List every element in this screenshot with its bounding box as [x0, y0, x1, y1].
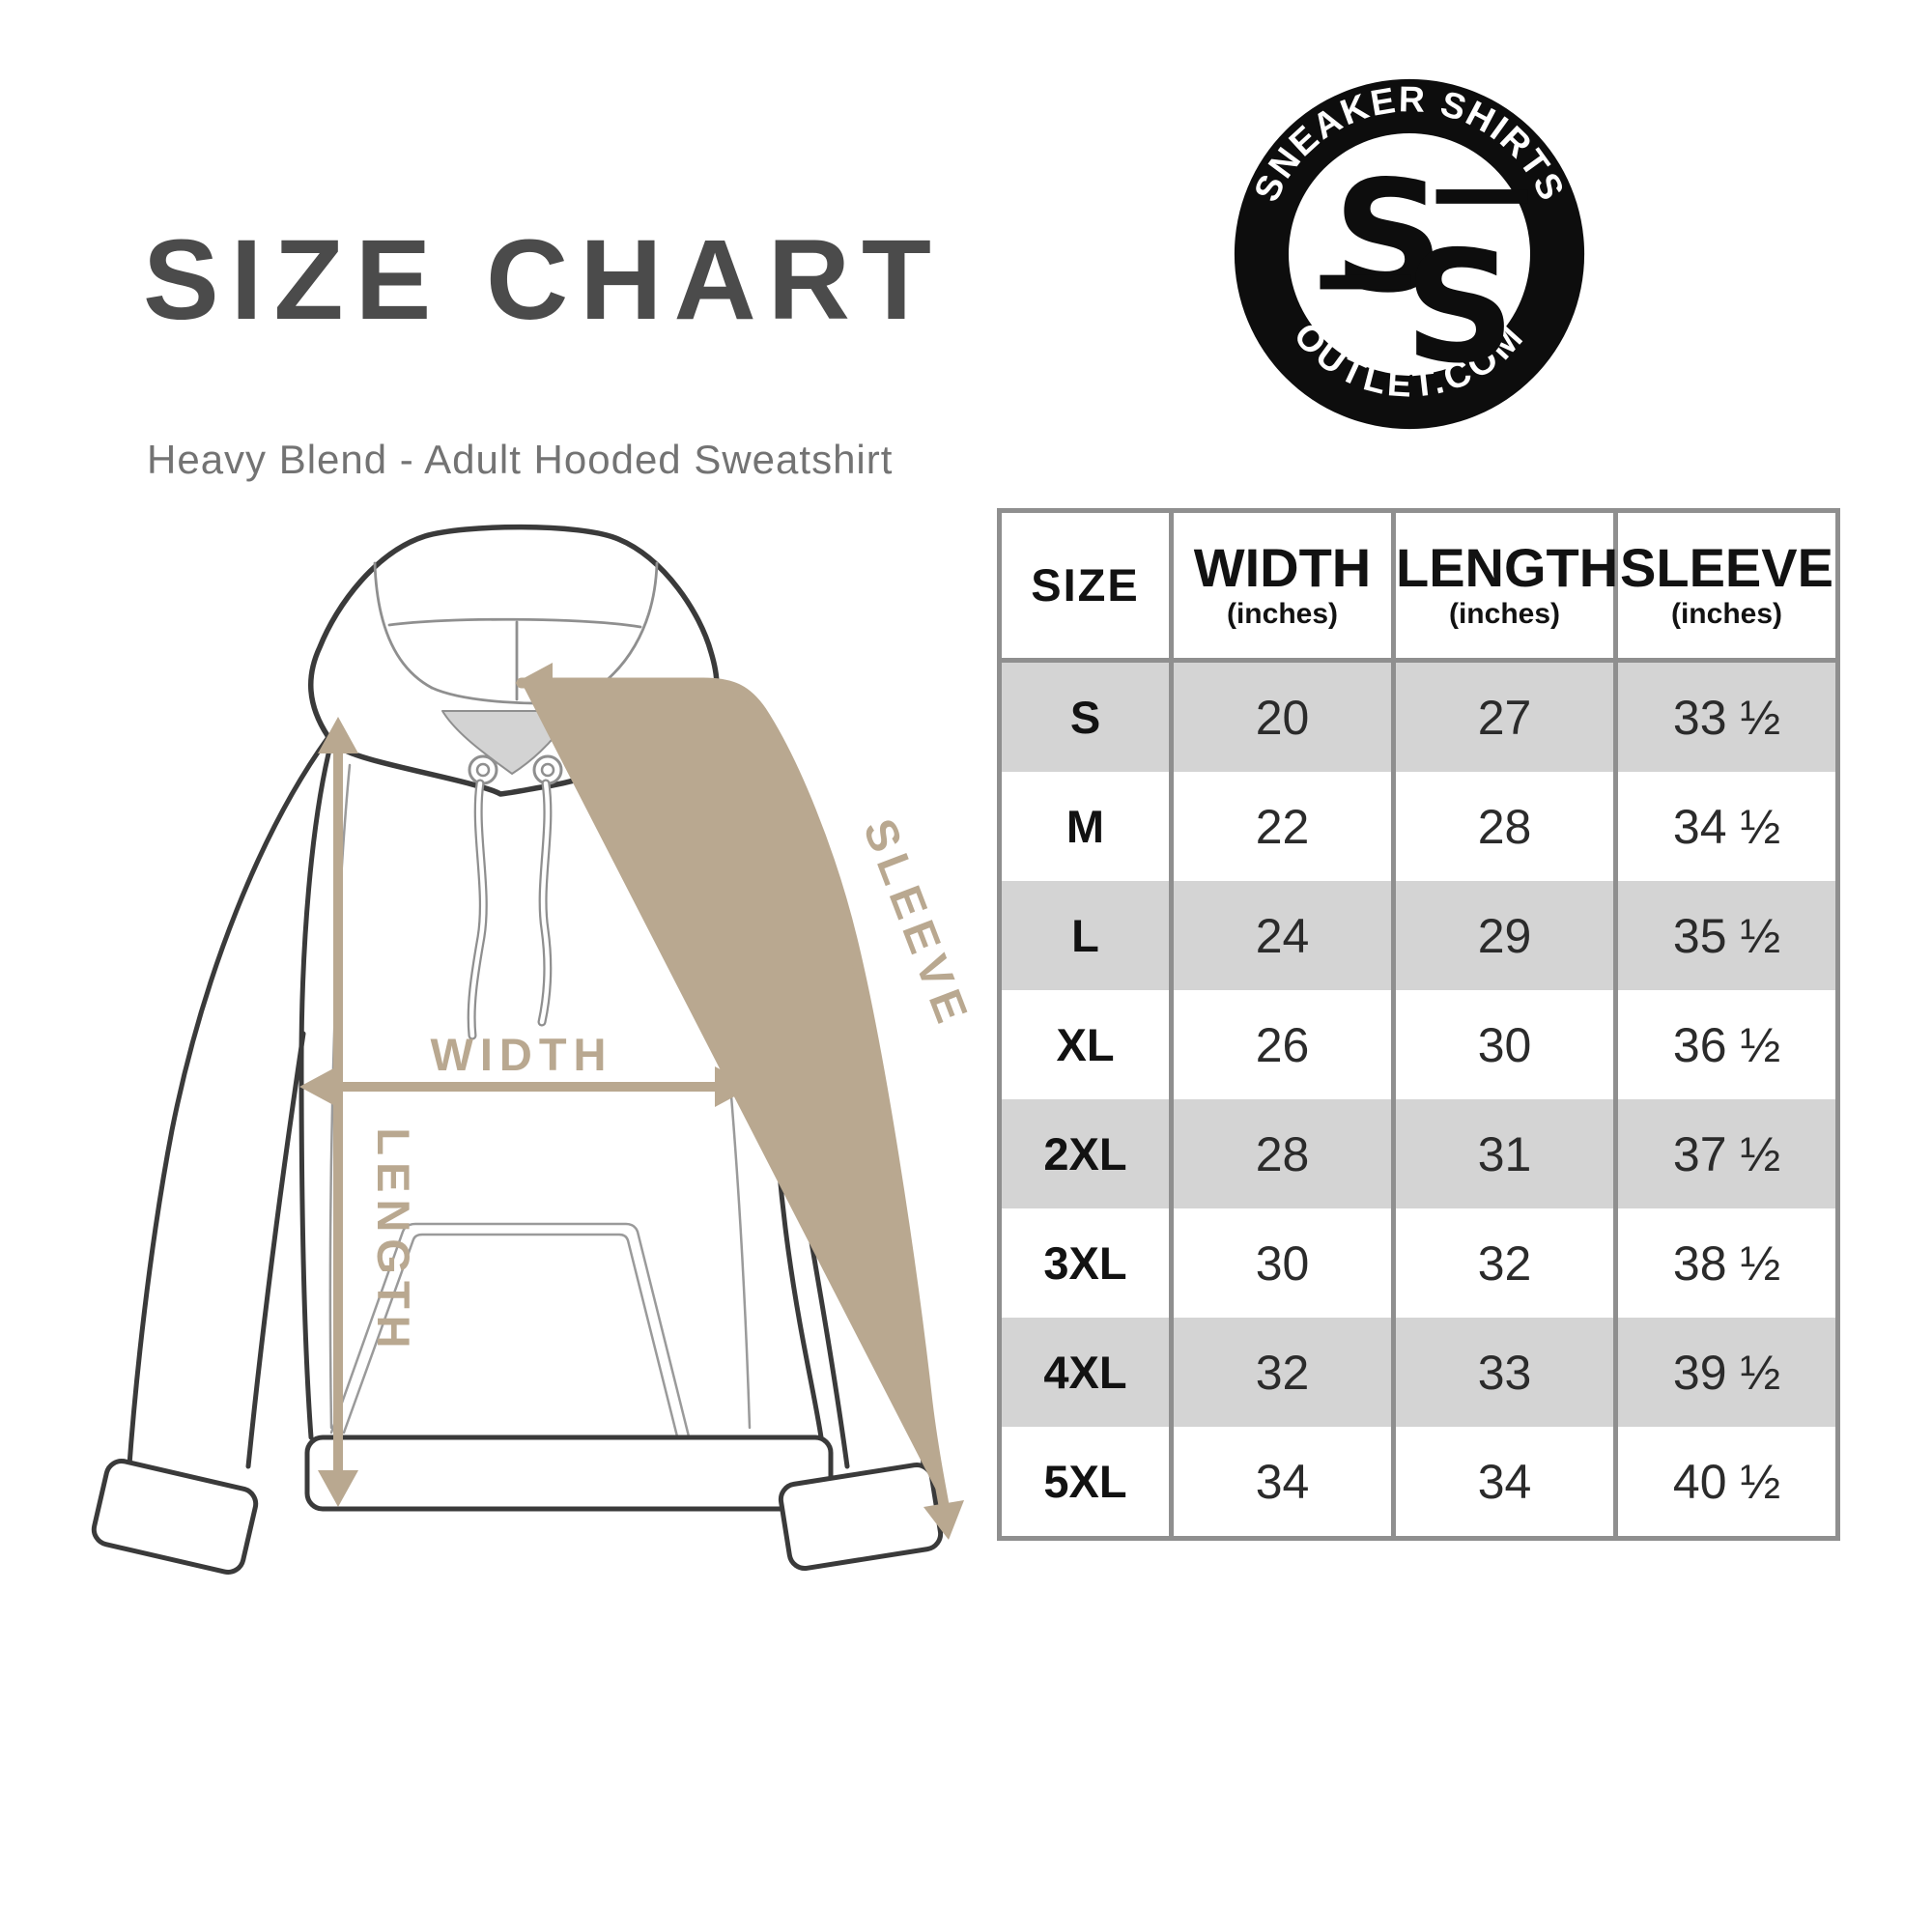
size-value: 3XL — [1043, 1237, 1127, 1289]
col-header-length: LENGTH (inches) — [1391, 510, 1618, 663]
sleeve-value: 39 ½ — [1613, 1318, 1838, 1427]
sleeve-value: 37 ½ — [1613, 1099, 1838, 1208]
size-value: S — [1069, 692, 1101, 743]
col-header-size: SIZE — [999, 510, 1172, 663]
length-value: 34 — [1391, 1427, 1616, 1539]
sleeve-value: 35 ½ — [1613, 881, 1838, 990]
sleeve-value: 33 ½ — [1613, 660, 1838, 772]
table-header-row: SIZE WIDTH (inches) LENGTH (inches) SLEE… — [999, 510, 1838, 663]
size-value: 4XL — [1043, 1347, 1127, 1398]
width-value: 34 — [1169, 1427, 1394, 1539]
logo-ss-monogram-icon: S S — [1320, 147, 1528, 397]
size-value: XL — [1056, 1019, 1115, 1070]
length-value: 29 — [1391, 881, 1616, 990]
size-value: 5XL — [1043, 1456, 1127, 1507]
length-value: 33 — [1391, 1318, 1616, 1427]
size-chart-table: SIZE WIDTH (inches) LENGTH (inches) SLEE… — [997, 508, 1840, 1541]
table-row: 3XL 30 32 38 ½ — [1000, 1208, 1838, 1318]
length-arrow — [318, 717, 358, 1507]
width-value: 22 — [1169, 772, 1394, 881]
drawstring-eyelets — [468, 754, 563, 785]
table-row: M 22 28 34 ½ — [1000, 772, 1838, 881]
kangaroo-pocket — [329, 1222, 691, 1438]
width-value: 20 — [1169, 660, 1394, 772]
svg-text:S: S — [1405, 217, 1516, 397]
width-value: 24 — [1169, 881, 1394, 990]
sleeve-label: SLEEVE — [854, 811, 976, 1035]
length-label: LENGTH — [368, 1127, 419, 1354]
monogram-bar-left — [1320, 274, 1411, 290]
col-header-sleeve: SLEEVE (inches) — [1613, 510, 1838, 663]
table-row: 5XL 34 34 40 ½ — [1000, 1427, 1838, 1539]
length-value: 28 — [1391, 772, 1616, 881]
hoodie-measurement-diagram: WIDTH LENGTH SLEEVE — [91, 524, 976, 1575]
svg-text:S: S — [1333, 147, 1444, 327]
sleeve-arrow — [515, 663, 964, 1540]
sleeve-value: 36 ½ — [1613, 990, 1838, 1099]
size-value: 2XL — [1043, 1128, 1127, 1179]
table-row: XL 26 30 36 ½ — [1000, 990, 1838, 1099]
page-subtitle: Heavy Blend - Adult Hooded Sweatshirt — [147, 437, 894, 482]
table-row: 4XL 32 33 39 ½ — [999, 1318, 1838, 1427]
table-row: L 24 29 35 ½ — [999, 881, 1838, 990]
length-value: 32 — [1391, 1208, 1616, 1318]
length-value: 27 — [1391, 660, 1616, 772]
width-value: 28 — [1169, 1099, 1394, 1208]
sleeve-value: 38 ½ — [1613, 1208, 1838, 1318]
brand-logo-badge: SNEAKER SHIRTS OUTLET.COM S S — [1234, 78, 1585, 430]
size-value: M — [1065, 801, 1105, 852]
page-title: SIZE CHART — [143, 216, 943, 344]
width-value: 26 — [1169, 990, 1394, 1099]
hem-band — [304, 1435, 834, 1512]
sleeve-value: 34 ½ — [1613, 772, 1838, 881]
width-label: WIDTH — [430, 1029, 612, 1080]
table-row: 2XL 28 31 37 ½ — [999, 1099, 1838, 1208]
sleeve-value: 40 ½ — [1613, 1427, 1838, 1539]
width-value: 30 — [1169, 1208, 1394, 1318]
width-value: 32 — [1169, 1318, 1394, 1427]
length-value: 30 — [1391, 990, 1616, 1099]
size-value: L — [1071, 910, 1099, 961]
length-value: 31 — [1391, 1099, 1616, 1208]
monogram-bar-right — [1435, 189, 1528, 204]
drawstrings — [467, 779, 553, 1040]
col-header-width: WIDTH (inches) — [1169, 510, 1394, 663]
size-table-container: SIZE WIDTH (inches) LENGTH (inches) SLEE… — [997, 508, 1840, 1541]
sleeve-cuffs — [91, 1459, 944, 1575]
table-row: S 20 27 33 ½ — [999, 660, 1838, 772]
